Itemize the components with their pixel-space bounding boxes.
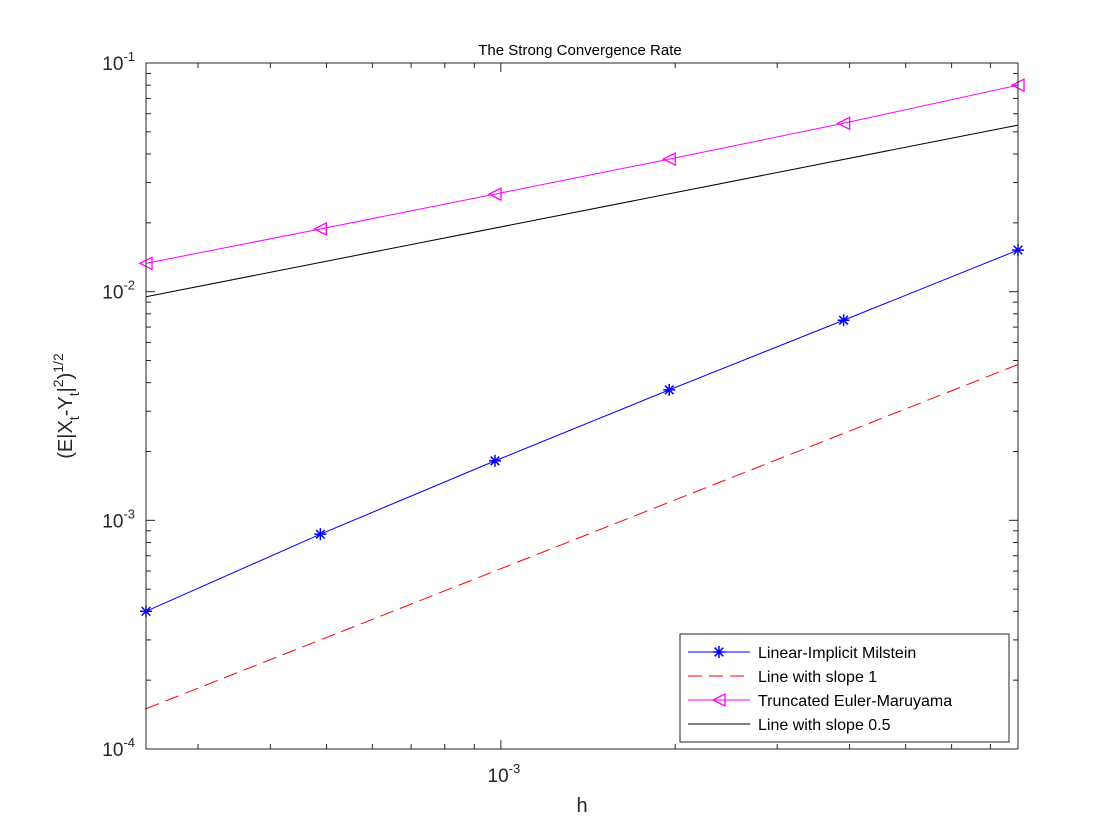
series-line-3 xyxy=(145,124,1019,298)
legend-label-3: Line with slope 0.5 xyxy=(758,717,891,734)
series-line-2 xyxy=(145,84,1019,264)
legend-marker-0 xyxy=(713,646,725,658)
data-point-0-1 xyxy=(314,528,327,541)
legend-label-2: Truncated Euler-Maruyama xyxy=(758,693,952,710)
series-line-1 xyxy=(145,364,1019,710)
data-point-2-2 xyxy=(487,187,502,202)
y-tick-label: 10-1 xyxy=(102,49,135,75)
data-point-2-4 xyxy=(836,116,851,131)
x-tick-label: 10-3 xyxy=(488,761,521,787)
y-tick-label: 10-3 xyxy=(102,506,135,532)
y-tick-labels: 10-4 10-3 10-2 10-1 xyxy=(102,49,135,761)
legend-label-0: Linear-Implicit Milstein xyxy=(758,645,916,662)
data-point-0-3 xyxy=(663,383,676,396)
legend-marker-2 xyxy=(711,692,726,708)
data-point-0-2 xyxy=(488,454,501,467)
data-point-2-3 xyxy=(661,152,676,167)
legend-label-1: Line with slope 1 xyxy=(758,669,877,686)
y-axis-label-text: (E|Xt-Yt|2)1/2 xyxy=(50,353,82,459)
legend: Linear-Implicit Milstein Line with slope … xyxy=(679,633,1010,743)
data-point-0-4 xyxy=(837,314,850,327)
x-tick-labels: 10-3 xyxy=(488,761,521,787)
series-line-0 xyxy=(145,249,1019,612)
plot-frame xyxy=(145,62,1019,750)
y-tick-label: 10-4 xyxy=(102,735,135,761)
data-point-2-1 xyxy=(312,221,328,237)
y-axis-label: (E|Xt-Yt|2)1/2 xyxy=(50,353,82,459)
x-axis-label: h xyxy=(576,795,587,817)
y-tick-label: 10-2 xyxy=(102,278,135,304)
chart-title: The Strong Convergence Rate xyxy=(478,42,681,59)
